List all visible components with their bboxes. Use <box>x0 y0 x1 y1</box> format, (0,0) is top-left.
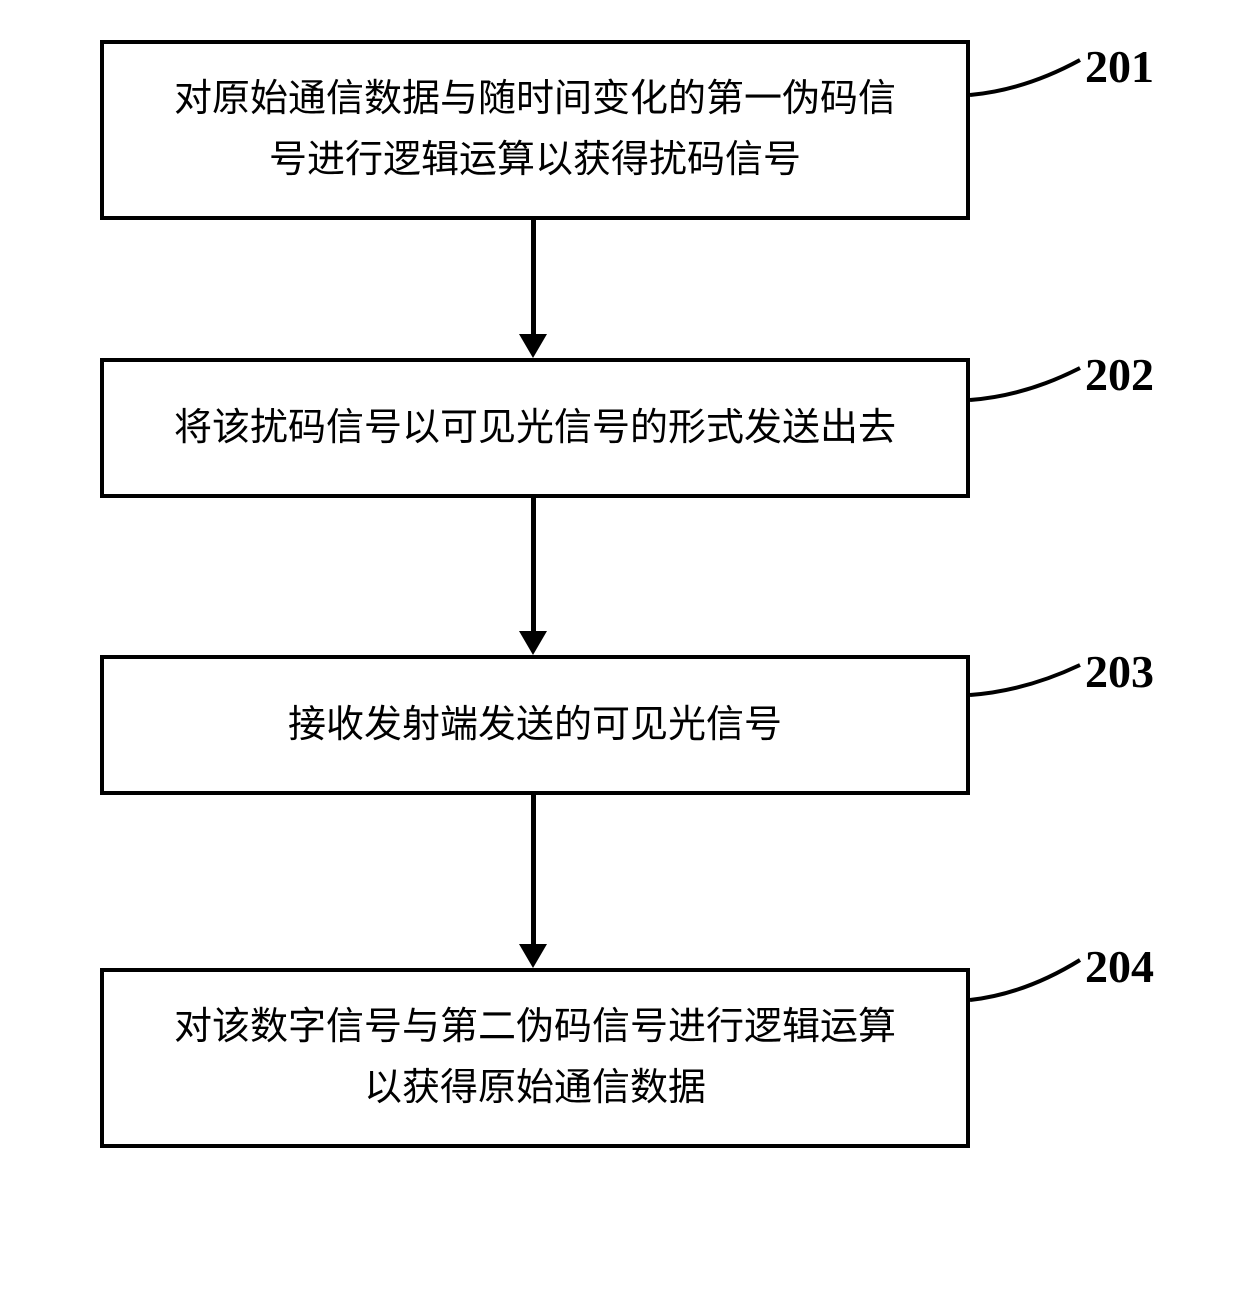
arrow-2-3-line <box>531 498 536 633</box>
arrow-2-3-head <box>519 631 547 655</box>
arrow-3-4-line <box>531 795 536 946</box>
leader-line-4 <box>965 950 1095 1020</box>
flowchart-node-2: 将该扰码信号以可见光信号的形式发送出去 <box>100 358 970 498</box>
arrow-1-2-head <box>519 334 547 358</box>
flowchart-node-1: 对原始通信数据与随时间变化的第一伪码信 号进行逻辑运算以获得扰码信号 <box>100 40 970 220</box>
node-4-label: 204 <box>1085 940 1154 993</box>
node-4-text: 对该数字信号与第二伪码信号进行逻辑运算 以获得原始通信数据 <box>174 997 896 1119</box>
flowchart-node-3: 接收发射端发送的可见光信号 <box>100 655 970 795</box>
arrow-3-4-head <box>519 944 547 968</box>
leader-line-1 <box>965 50 1095 110</box>
flowchart-container: 对原始通信数据与随时间变化的第一伪码信 号进行逻辑运算以获得扰码信号 201 将… <box>0 0 1254 1298</box>
node-2-text: 将该扰码信号以可见光信号的形式发送出去 <box>174 398 896 459</box>
leader-line-2 <box>965 358 1095 418</box>
arrow-1-2-line <box>531 220 536 336</box>
flowchart-node-4: 对该数字信号与第二伪码信号进行逻辑运算 以获得原始通信数据 <box>100 968 970 1148</box>
node-1-label: 201 <box>1085 40 1154 93</box>
node-2-label: 202 <box>1085 348 1154 401</box>
leader-line-3 <box>965 655 1095 715</box>
node-3-label: 203 <box>1085 645 1154 698</box>
node-1-text: 对原始通信数据与随时间变化的第一伪码信 号进行逻辑运算以获得扰码信号 <box>174 69 896 191</box>
node-3-text: 接收发射端发送的可见光信号 <box>288 695 782 756</box>
